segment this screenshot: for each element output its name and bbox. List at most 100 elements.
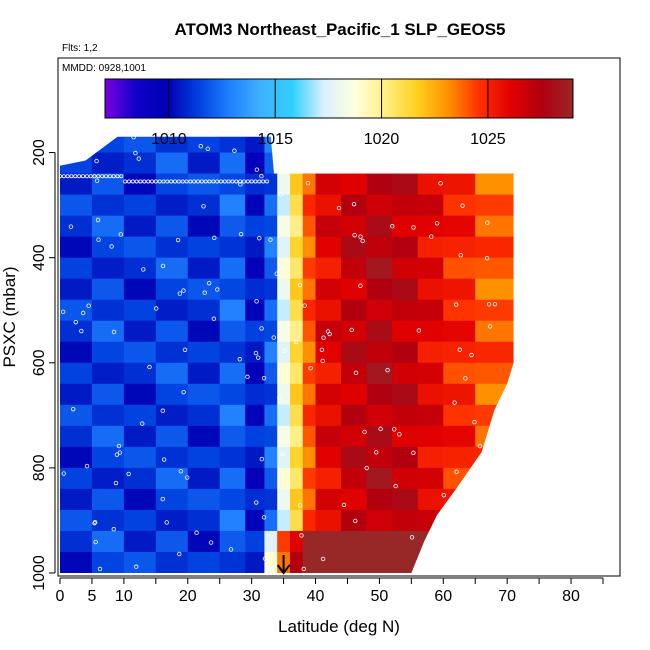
heatmap-cell	[315, 488, 342, 511]
heatmap-cell	[289, 425, 304, 448]
track-point	[114, 452, 120, 457]
track-point	[86, 303, 91, 308]
heatmap-cell	[289, 173, 304, 196]
heatmap-cell	[417, 509, 444, 532]
track-point	[482, 162, 487, 167]
heatmap-cell	[392, 425, 419, 448]
track-point	[92, 174, 97, 179]
heatmap-cell	[315, 573, 342, 574]
y-tick-label: 400	[31, 244, 48, 271]
heatmap-cell	[443, 278, 476, 301]
heatmap-cell	[219, 446, 246, 469]
heatmap-cell	[302, 299, 317, 322]
heatmap-cell	[341, 425, 368, 448]
track-point	[164, 520, 169, 525]
track-point	[429, 234, 434, 239]
track-point	[241, 179, 246, 184]
track-point	[181, 288, 186, 293]
heatmap-cell	[155, 152, 189, 175]
track-point	[238, 182, 243, 187]
heatmap-cell	[277, 173, 291, 196]
heatmap-cell	[219, 194, 246, 217]
heatmap-cell	[60, 236, 93, 259]
heatmap-cell	[443, 488, 476, 511]
heatmap-cell	[289, 488, 304, 511]
track-point	[199, 179, 204, 184]
heatmap-cell	[264, 194, 278, 217]
heatmap-cell	[155, 136, 189, 154]
heatmap-cell	[123, 509, 157, 532]
track-point	[215, 287, 220, 292]
heatmap-cell	[392, 320, 419, 343]
heatmap-cell	[60, 136, 93, 154]
track-point	[416, 328, 422, 333]
heatmap-cell	[187, 573, 221, 574]
heatmap-cell	[264, 488, 278, 511]
track-point	[259, 456, 265, 462]
heatmap-cell	[277, 278, 291, 301]
heatmap-cell	[60, 383, 93, 406]
track-point	[452, 400, 457, 405]
heatmap-cell	[91, 446, 125, 469]
track-point	[438, 181, 443, 186]
heatmap-cell	[219, 488, 246, 511]
heatmap-cell	[392, 509, 419, 532]
track-point	[172, 179, 177, 184]
heatmap-cell	[315, 173, 342, 196]
heatmap-cell	[417, 488, 444, 511]
track-point	[94, 178, 100, 183]
heatmap-cell	[341, 383, 368, 406]
heatmap-cell	[443, 509, 476, 532]
track-point	[136, 156, 141, 161]
heatmap-cell	[475, 299, 514, 322]
track-point	[385, 367, 390, 373]
heatmap-cell	[392, 257, 419, 280]
track-point	[280, 452, 285, 457]
heatmap-cell	[155, 404, 189, 427]
track-point	[111, 174, 116, 179]
track-point	[195, 179, 200, 184]
track-point	[254, 167, 260, 172]
track-point	[237, 357, 242, 362]
heatmap-cell	[187, 467, 221, 490]
heatmap-cell	[245, 173, 266, 196]
heatmap-cell	[245, 236, 266, 259]
heatmap-cell	[155, 383, 189, 406]
heatmap-cell	[366, 509, 393, 532]
heatmap-cell	[315, 278, 342, 301]
heatmap-cell	[123, 341, 157, 364]
track-point	[460, 203, 465, 208]
track-point	[492, 301, 498, 307]
track-point	[353, 370, 359, 376]
track-point	[146, 179, 151, 184]
heatmap-cell	[443, 257, 476, 280]
heatmap-cell	[91, 509, 125, 532]
heatmap-cell	[123, 404, 157, 427]
track-point	[299, 533, 304, 538]
track-point	[440, 162, 445, 167]
chart-title: ATOM3 Northeast_Pacific_1 SLP_GEOS5	[175, 20, 506, 39]
heatmap-cell	[289, 446, 304, 469]
heatmap-cell	[123, 362, 157, 385]
x-tick-label: 60	[434, 588, 452, 605]
heatmap-cell	[219, 278, 246, 301]
heatmap-cell	[366, 383, 393, 406]
track-point	[182, 347, 188, 352]
heatmap-cell	[91, 236, 125, 259]
y-tick-label: 1000	[31, 555, 48, 591]
track-point	[194, 530, 199, 535]
heatmap-cell	[264, 362, 278, 385]
heatmap-cell	[219, 215, 246, 238]
heatmap-cell	[475, 215, 514, 238]
heatmap-cell	[91, 257, 125, 280]
heatmap-cell	[289, 236, 304, 259]
heatmap-cell	[341, 215, 368, 238]
heatmap-cell	[91, 530, 125, 553]
track-point	[93, 539, 98, 545]
track-point	[97, 566, 103, 572]
heatmap-cell	[123, 551, 157, 574]
heatmap-cell	[264, 446, 278, 469]
heatmap-cell	[443, 551, 476, 574]
heatmap-cell	[123, 194, 157, 217]
heatmap-cell	[60, 278, 93, 301]
